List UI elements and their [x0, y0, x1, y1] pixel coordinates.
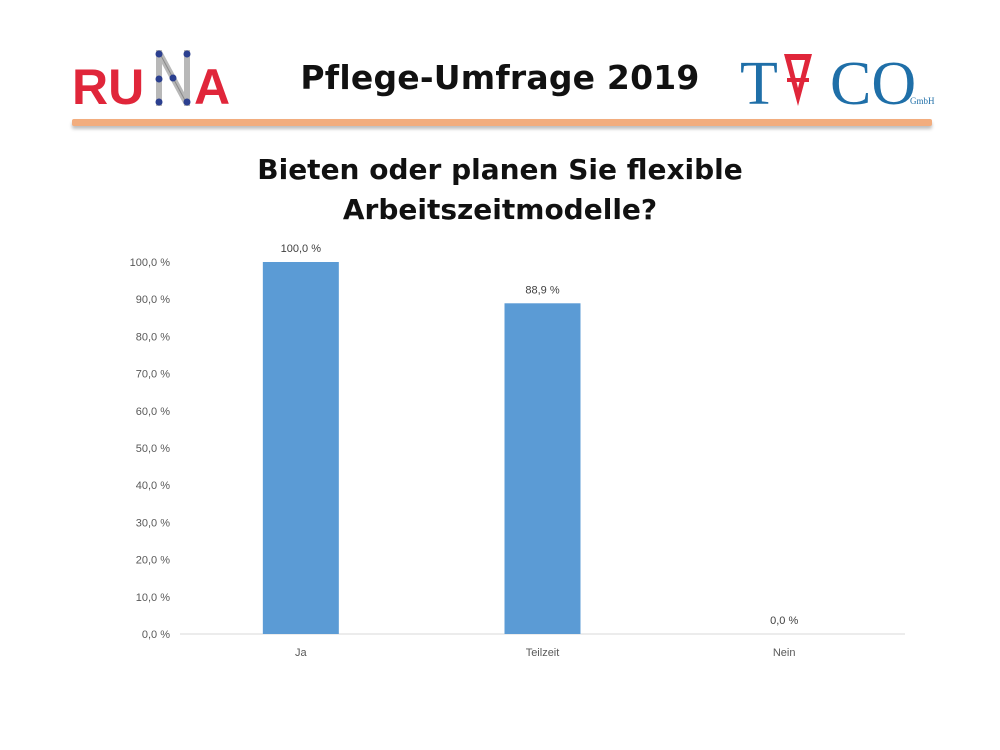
y-tick-label: 30,0 % [136, 517, 170, 529]
y-tick-label: 10,0 % [136, 592, 170, 604]
data-label: 100,0 % [281, 243, 322, 255]
y-tick-label: 80,0 % [136, 331, 170, 343]
bar [504, 303, 581, 634]
svg-text:A: A [194, 59, 230, 110]
chart-title: Bieten oder planen Sie flexible Arbeitsz… [257, 153, 743, 226]
header-divider [72, 119, 932, 126]
y-tick-label: 60,0 % [136, 406, 170, 418]
y-tick-label: 20,0 % [136, 555, 170, 567]
svg-text:GmbH: GmbH [910, 96, 935, 106]
y-tick-label: 100,0 % [130, 257, 171, 269]
y-tick-label: 0,0 % [142, 629, 170, 641]
y-tick-label: 90,0 % [136, 294, 170, 306]
taco-logo: T CO GmbH [740, 50, 935, 110]
x-tick-label: Nein [773, 647, 796, 659]
bar [262, 262, 339, 634]
page-title: Pflege-Umfrage 2019 [300, 58, 700, 97]
y-tick-label: 70,0 % [136, 369, 170, 381]
y-tick-label: 50,0 % [136, 443, 170, 455]
header: RU A Pflege-Umfrage 2019 T CO GmbH [0, 0, 1000, 140]
runa-logo: RU A [72, 50, 230, 110]
svg-text:T: T [740, 50, 778, 110]
svg-text:CO: CO [830, 50, 916, 110]
x-tick-label: Ja [295, 647, 308, 659]
svg-text:RU: RU [72, 59, 144, 110]
data-label: 0,0 % [770, 615, 798, 627]
data-label: 88,9 % [525, 284, 559, 296]
x-tick-label: Teilzeit [526, 647, 560, 659]
y-tick-label: 40,0 % [136, 480, 170, 492]
